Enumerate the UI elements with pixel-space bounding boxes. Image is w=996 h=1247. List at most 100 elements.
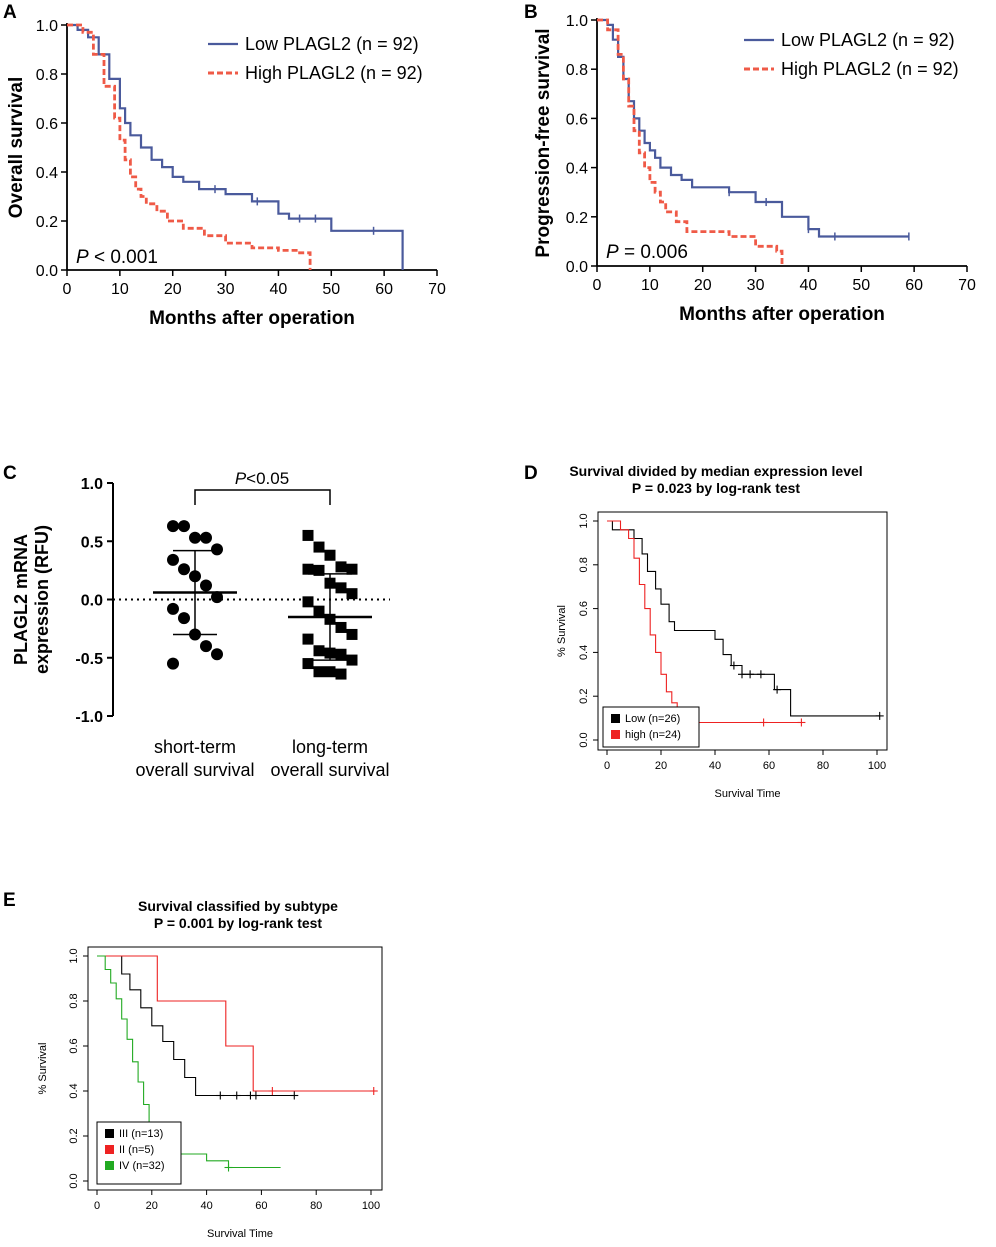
x-tick-label: 60 [375,281,393,298]
significance-label: P<0.05 [235,469,289,488]
chart-title-line: Survival classified by subtype [138,898,338,914]
data-point-square [302,529,314,541]
x-tick-label: 60 [255,1200,267,1212]
legend-label: high (n=24) [625,729,681,741]
data-point-circle [167,553,179,566]
y-tick-label: 0.8 [68,993,80,1008]
legend-label: High PLAGL2 (n = 92) [245,63,423,83]
legend-label: Low PLAGL2 (n = 92) [245,34,419,54]
y-tick-label: 0.0 [68,1173,80,1188]
x-tick-label: 50 [322,281,340,298]
y-tick-label: 0.8 [36,67,58,84]
legend-label: High PLAGL2 (n = 92) [781,59,959,79]
y-axis-title-line: PLAGL2 mRNA [11,534,31,665]
x-axis-title: Months after operation [149,308,355,329]
panel-a: A 0.0 0.2 0.4 0.6 0.8 1.0 0 10 20 30 40 50 60 70 Months… [3,2,446,329]
survival-curve-red [97,955,374,1092]
x-tick-label: 50 [852,277,870,294]
x-tick-label: 0 [604,760,610,772]
y-axis-title: % Survival [556,605,568,657]
x-tick-label: 30 [747,277,765,294]
survival-curve-green [97,955,281,1169]
data-point-square [346,563,358,575]
plot-frame [597,511,888,751]
y-tick-label: 0.6 [36,116,58,133]
p-value-text: <0.05 [246,469,289,488]
legend-box [602,706,700,748]
x-tick-label: 30 [217,281,235,298]
y-tick-label: 1.0 [81,476,103,493]
x-tick-label: 10 [111,281,129,298]
data-point-circle [178,563,190,576]
y-tick-label: 0.8 [578,557,590,572]
chart-title-line: Survival divided by median expression le… [569,463,862,479]
y-tick-label: 1.0 [36,18,58,35]
x-tick-label: 100 [362,1200,380,1212]
chart-title-line: P = 0.023 by log-rank test [632,480,801,496]
data-point-square [302,658,314,670]
y-tick-label: 0.6 [578,601,590,616]
data-point-circle [178,612,190,625]
x-tick-label: 60 [905,277,923,294]
y-tick-label: 0.4 [566,161,588,178]
data-point-square [335,668,347,680]
legend-label: III (n=13) [119,1128,163,1140]
data-point-circle [167,602,179,615]
data-point-square [324,549,336,561]
x-tick-label: 40 [270,281,288,298]
y-axis-title-line: expression (RFU) [32,525,52,674]
p-value-annotation: P < 0.001 [76,247,158,268]
data-point-circle [189,531,201,544]
data-point-square [313,666,325,678]
survival-curve-low [67,23,404,270]
x-axis-title: Survival Time [207,1228,273,1240]
y-tick-label: 1.0 [68,948,80,963]
y-tick-label: 0.4 [68,1083,80,1098]
survival-curve-high [67,23,312,270]
data-point-square [335,648,347,660]
legend-swatch [611,714,620,723]
data-point-square [313,605,325,617]
y-tick-label: 0.2 [566,210,588,227]
panel-letter: D [524,463,538,484]
plot-frame [87,946,383,1191]
survival-curve-black [97,955,295,1097]
y-axis-title: Overall survival [6,77,27,219]
x-tick-label: 20 [655,760,667,772]
legend-label: Low PLAGL2 (n = 92) [781,30,955,50]
data-point-square [302,633,314,645]
x-tick-label: 0 [593,277,602,294]
data-point-circle [200,579,212,592]
x-tick-label: 0 [63,281,72,298]
data-point-circle [211,648,223,661]
data-point-square [335,561,347,573]
y-tick-label: 1.0 [566,13,588,30]
y-tick-label: -1.0 [75,709,103,726]
data-point-square [313,564,325,576]
x-axis-title: Months after operation [679,304,885,325]
legend-swatch [611,730,620,739]
y-tick-label: 0.6 [68,1038,80,1053]
chart-title-line: P = 0.001 by log-rank test [154,915,323,931]
y-tick-label: -0.5 [75,651,103,668]
survival-curve-red [607,520,802,724]
x-tick-label: 0 [94,1200,100,1212]
data-point-circle [211,591,223,604]
x-axis-title: Survival Time [714,788,780,800]
group-label-line: long-term [292,737,368,757]
legend-swatch [105,1145,114,1154]
p-italic: P [606,242,619,263]
legend-label: IV (n=32) [119,1160,165,1172]
x-tick-label: 70 [428,281,446,298]
x-tick-label: 40 [200,1200,212,1212]
panel-letter: B [524,2,538,23]
data-point-circle [167,657,179,670]
x-tick-label: 20 [146,1200,158,1212]
panel-letter: C [3,463,17,484]
legend-swatch [105,1129,114,1138]
x-tick-label: 60 [763,760,775,772]
panel-d: D Survival divided by median expression l… [524,463,888,800]
y-tick-label: 0.4 [578,645,590,660]
x-tick-label: 100 [868,760,886,772]
y-tick-label: 0.0 [578,732,590,747]
